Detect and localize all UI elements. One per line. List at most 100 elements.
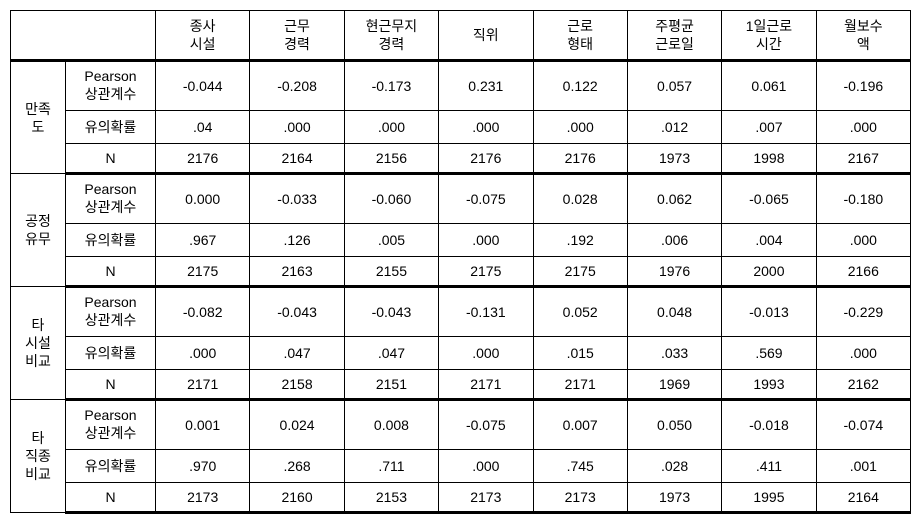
cell-value: 2176 xyxy=(533,144,627,174)
cell-value: 2000 xyxy=(722,257,816,287)
cell-value: 2164 xyxy=(250,144,344,174)
sub-label-sig: 유의확률 xyxy=(66,224,156,257)
cell-value: .569 xyxy=(722,337,816,370)
cell-value: 0.007 xyxy=(533,400,627,450)
sub-label-sig: 유의확률 xyxy=(66,337,156,370)
cell-value: 2151 xyxy=(344,370,438,400)
cell-value: .000 xyxy=(439,450,533,483)
cell-value: 2153 xyxy=(344,483,438,513)
cell-value: 0.052 xyxy=(533,287,627,337)
header-col6: 주평균근로일 xyxy=(627,11,721,61)
cell-value: .000 xyxy=(250,111,344,144)
cell-value: -0.075 xyxy=(439,400,533,450)
cell-value: .047 xyxy=(250,337,344,370)
cell-value: 2167 xyxy=(816,144,910,174)
cell-value: .000 xyxy=(816,111,910,144)
cell-value: 1976 xyxy=(627,257,721,287)
cell-value: -0.044 xyxy=(156,61,250,111)
cell-value: .000 xyxy=(344,111,438,144)
cell-value: .268 xyxy=(250,450,344,483)
header-col5: 근로형태 xyxy=(533,11,627,61)
cell-value: 0.231 xyxy=(439,61,533,111)
cell-value: 2171 xyxy=(533,370,627,400)
cell-value: 2171 xyxy=(439,370,533,400)
cell-value: 0.057 xyxy=(627,61,721,111)
cell-value: 2156 xyxy=(344,144,438,174)
cell-value: 0.048 xyxy=(627,287,721,337)
sub-label-pearson: Pearson상관계수 xyxy=(66,287,156,337)
cell-value: -0.229 xyxy=(816,287,910,337)
cell-value: 2162 xyxy=(816,370,910,400)
cell-value: 0.001 xyxy=(156,400,250,450)
cell-value: -0.043 xyxy=(344,287,438,337)
cell-value: 2164 xyxy=(816,483,910,513)
cell-value: .192 xyxy=(533,224,627,257)
cell-value: .005 xyxy=(344,224,438,257)
sub-label-n: N xyxy=(66,144,156,174)
header-col4: 직위 xyxy=(439,11,533,61)
sub-label-pearson: Pearson상관계수 xyxy=(66,174,156,224)
cell-value: 2176 xyxy=(156,144,250,174)
cell-value: .126 xyxy=(250,224,344,257)
cell-value: 0.024 xyxy=(250,400,344,450)
cell-value: .000 xyxy=(533,111,627,144)
header-col7: 1일근로시간 xyxy=(722,11,816,61)
cell-value: -0.018 xyxy=(722,400,816,450)
header-col8: 월보수액 xyxy=(816,11,910,61)
cell-value: 0.028 xyxy=(533,174,627,224)
cell-value: 2160 xyxy=(250,483,344,513)
cell-value: .006 xyxy=(627,224,721,257)
cell-value: 0.122 xyxy=(533,61,627,111)
cell-value: 1973 xyxy=(627,144,721,174)
cell-value: 1995 xyxy=(722,483,816,513)
cell-value: .015 xyxy=(533,337,627,370)
cell-value: -0.013 xyxy=(722,287,816,337)
cell-value: .000 xyxy=(439,337,533,370)
cell-value: -0.060 xyxy=(344,174,438,224)
cell-value: 2166 xyxy=(816,257,910,287)
cell-value: .000 xyxy=(816,337,910,370)
sub-label-sig: 유의확률 xyxy=(66,111,156,144)
cell-value: -0.180 xyxy=(816,174,910,224)
cell-value: .04 xyxy=(156,111,250,144)
header-col2: 근무경력 xyxy=(250,11,344,61)
cell-value: -0.131 xyxy=(439,287,533,337)
cell-value: 1993 xyxy=(722,370,816,400)
cell-value: .711 xyxy=(344,450,438,483)
sub-label-n: N xyxy=(66,483,156,513)
cell-value: .004 xyxy=(722,224,816,257)
header-blank xyxy=(11,11,156,61)
sub-label-sig: 유의확률 xyxy=(66,450,156,483)
cell-value: .012 xyxy=(627,111,721,144)
cell-value: .745 xyxy=(533,450,627,483)
group-label: 타시설비교 xyxy=(11,287,66,400)
cell-value: .028 xyxy=(627,450,721,483)
cell-value: 1973 xyxy=(627,483,721,513)
cell-value: 2175 xyxy=(533,257,627,287)
cell-value: 0.061 xyxy=(722,61,816,111)
cell-value: 2175 xyxy=(156,257,250,287)
cell-value: 2173 xyxy=(156,483,250,513)
sub-label-pearson: Pearson상관계수 xyxy=(66,61,156,111)
cell-value: -0.075 xyxy=(439,174,533,224)
cell-value: -0.033 xyxy=(250,174,344,224)
sub-label-n: N xyxy=(66,257,156,287)
cell-value: 2175 xyxy=(439,257,533,287)
cell-value: .001 xyxy=(816,450,910,483)
cell-value: 2171 xyxy=(156,370,250,400)
cell-value: -0.065 xyxy=(722,174,816,224)
cell-value: 2158 xyxy=(250,370,344,400)
cell-value: .000 xyxy=(816,224,910,257)
sub-label-n: N xyxy=(66,370,156,400)
cell-value: .000 xyxy=(439,224,533,257)
cell-value: .047 xyxy=(344,337,438,370)
cell-value: 2176 xyxy=(439,144,533,174)
cell-value: .970 xyxy=(156,450,250,483)
group-label: 만족도 xyxy=(11,61,66,174)
cell-value: 0.000 xyxy=(156,174,250,224)
cell-value: .007 xyxy=(722,111,816,144)
cell-value: 2173 xyxy=(533,483,627,513)
cell-value: 1969 xyxy=(627,370,721,400)
cell-value: .033 xyxy=(627,337,721,370)
cell-value: -0.074 xyxy=(816,400,910,450)
